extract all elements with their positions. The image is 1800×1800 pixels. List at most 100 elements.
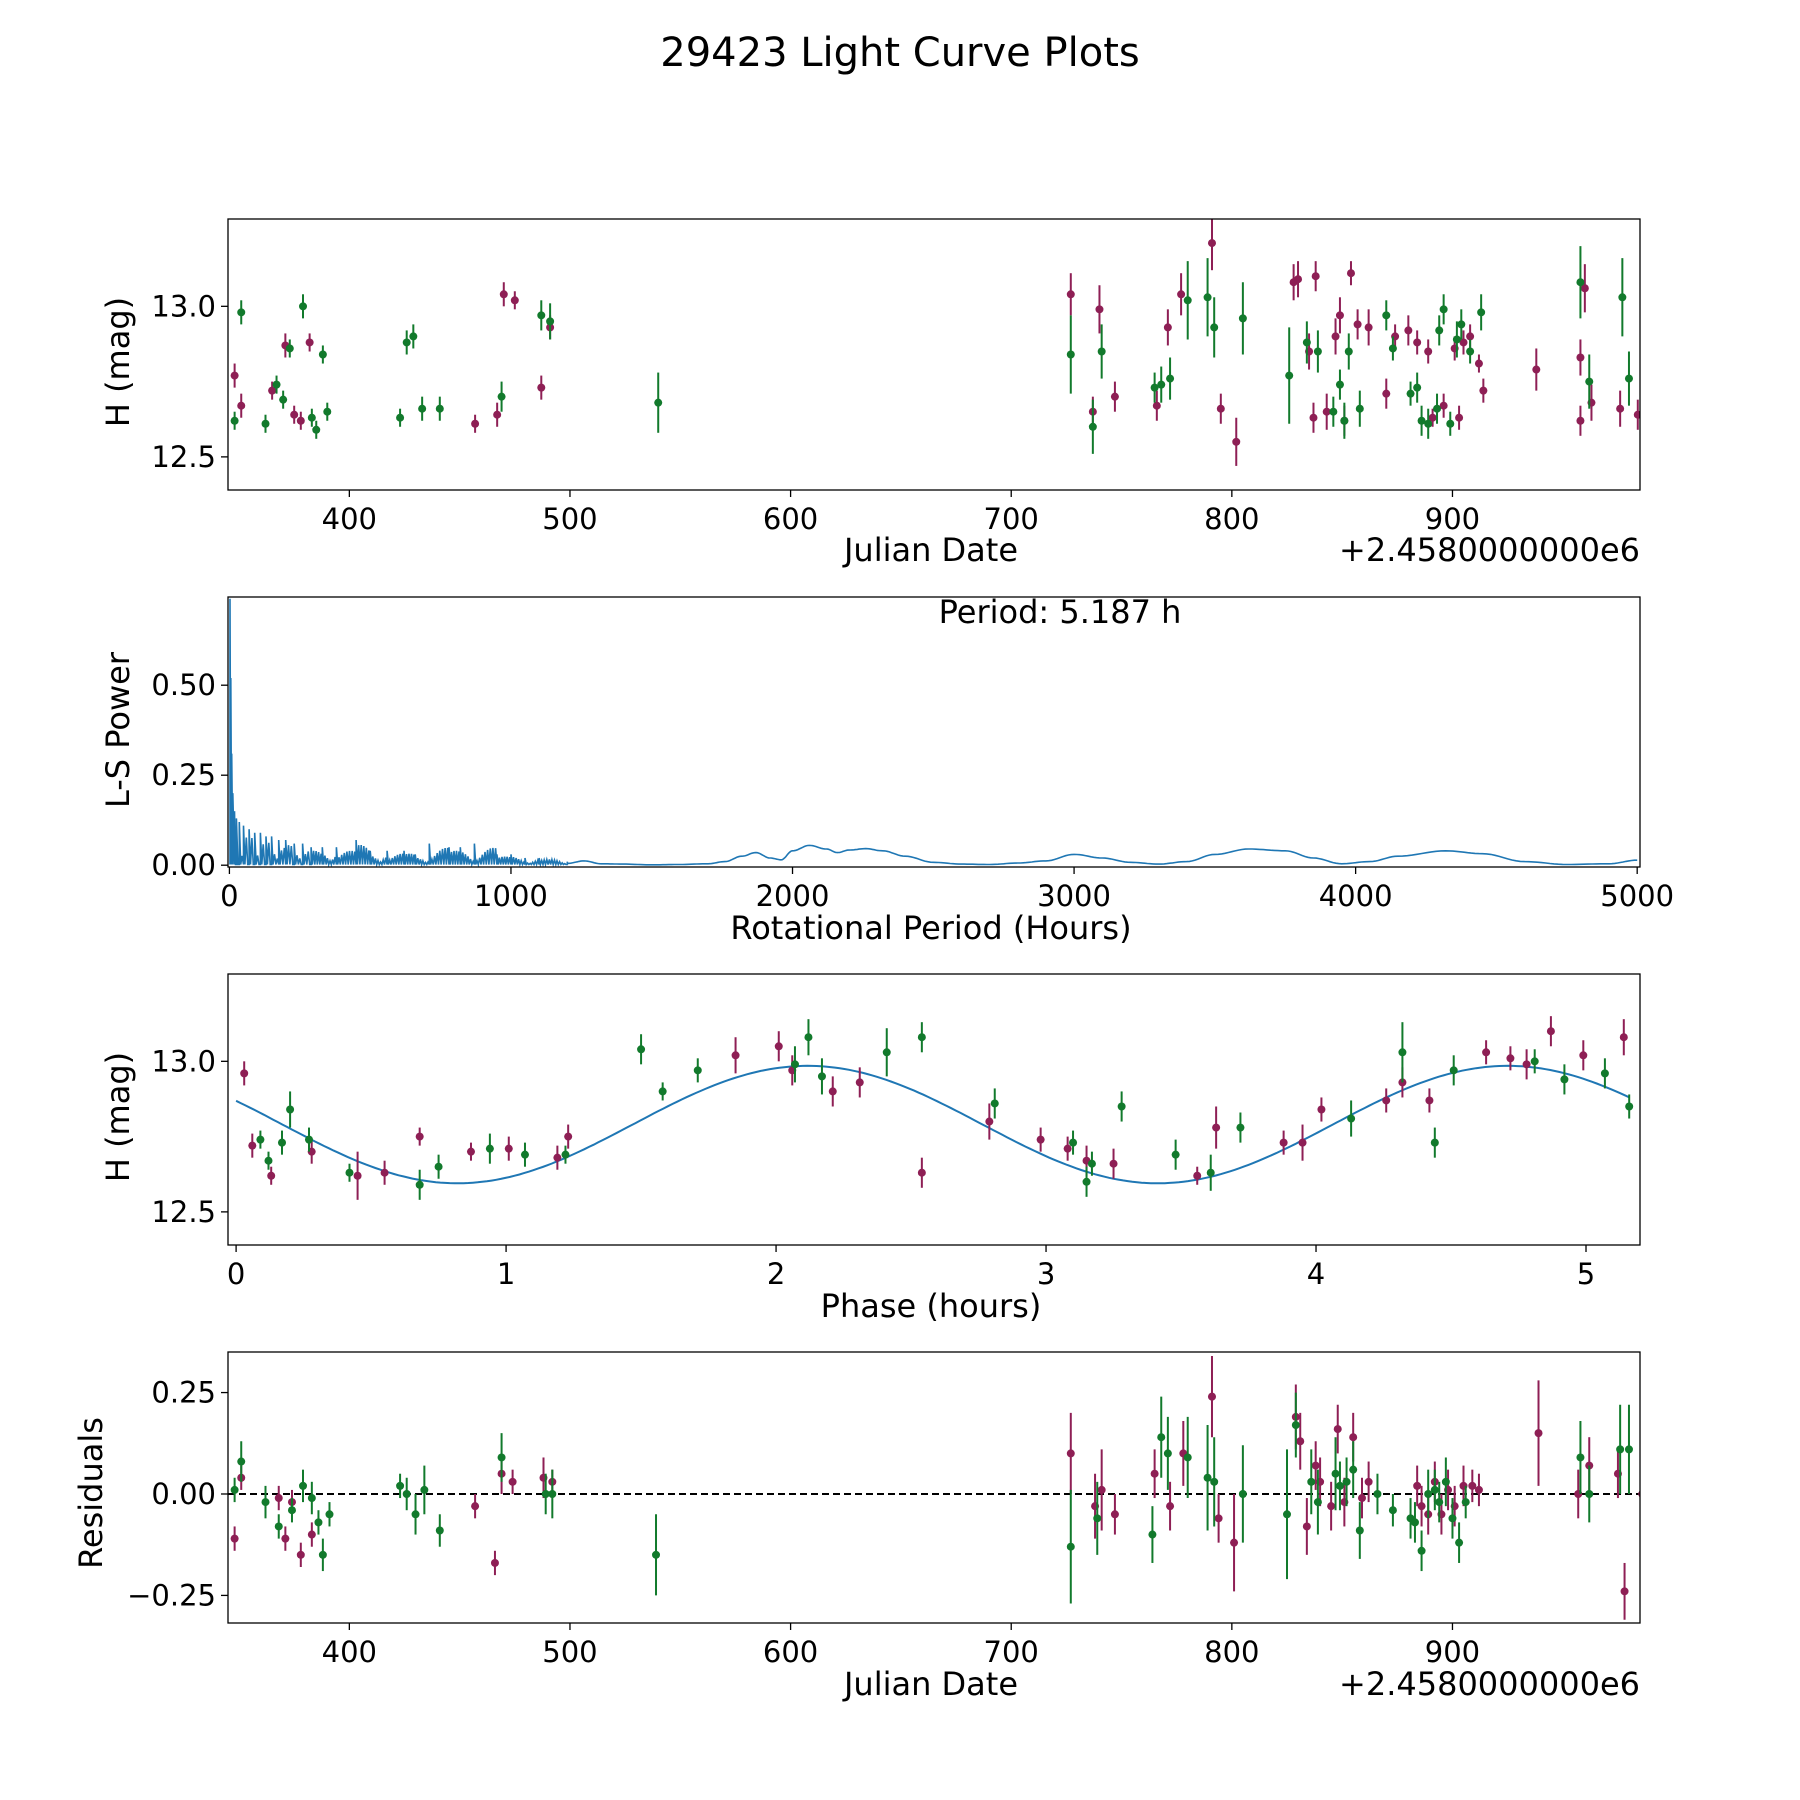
data-point [1534, 1429, 1543, 1438]
data-point [1424, 347, 1433, 356]
data-point [237, 1457, 246, 1466]
data-point [1302, 338, 1311, 347]
data-point [1410, 1518, 1419, 1527]
data-point [493, 410, 502, 419]
data-point [855, 1078, 864, 1087]
data-point [230, 1534, 239, 1543]
data-point [1417, 1546, 1426, 1555]
data-point [314, 1518, 323, 1527]
x-tick-label: 800 [1204, 1635, 1259, 1669]
data-point [637, 1045, 646, 1054]
data-point [237, 308, 246, 317]
data-point [1364, 1477, 1373, 1486]
data-point [396, 413, 405, 422]
data-point [1296, 1437, 1305, 1446]
x-tick-label: 4 [1307, 1257, 1325, 1291]
data-point [654, 398, 663, 407]
data-point [1446, 419, 1455, 428]
series-g [230, 246, 1633, 454]
data-point [1177, 290, 1186, 299]
data-point [1532, 365, 1541, 374]
data-point [1279, 1138, 1288, 1147]
data-point [693, 1066, 702, 1075]
data-point [1238, 314, 1247, 323]
data-point [1373, 1489, 1382, 1498]
data-point [268, 386, 277, 395]
data-point [1576, 416, 1585, 425]
data-point [1479, 386, 1488, 395]
data-point [1342, 1477, 1351, 1486]
data-point [546, 317, 555, 326]
data-point [1327, 1502, 1336, 1511]
data-point [1439, 305, 1448, 314]
data-point [264, 1156, 273, 1165]
data-point [353, 1171, 362, 1180]
data-point [541, 1489, 550, 1498]
data-point [396, 1481, 405, 1490]
data-point [1435, 326, 1444, 335]
data-point [1206, 1168, 1215, 1177]
data-point [1232, 437, 1241, 446]
data-point [1358, 1494, 1367, 1503]
data-point [1624, 1445, 1633, 1454]
x-tick-label: 900 [1425, 502, 1480, 536]
lightcurve-xlabel: Julian Date [842, 531, 1018, 569]
data-point [917, 1168, 926, 1177]
data-point [1069, 1138, 1078, 1147]
data-point [1344, 347, 1353, 356]
fit-curve [235, 1064, 1630, 1185]
data-point [1424, 1489, 1433, 1498]
data-point [1210, 1477, 1219, 1486]
data-point [1382, 311, 1391, 320]
data-point [471, 419, 480, 428]
data-point [1214, 1514, 1223, 1523]
data-point [990, 1099, 999, 1108]
data-point [1585, 1489, 1594, 1498]
data-point [1576, 278, 1585, 287]
data-point [1322, 407, 1331, 416]
data-point [1285, 371, 1294, 380]
data-point [1157, 1433, 1166, 1442]
y-tick-label: 13.0 [151, 289, 216, 323]
data-point [1461, 1498, 1470, 1507]
lightcurve-panel: 400 500 600 700 800 900 12.5 13.0 Julian Date H… [99, 218, 1641, 569]
series-r [240, 1016, 1628, 1200]
data-point [435, 1526, 444, 1535]
data-point [1459, 338, 1468, 347]
data-point [537, 311, 546, 320]
period-annotation: Period: 5.187 h [939, 593, 1182, 631]
data-point [1331, 1469, 1340, 1478]
data-point [1546, 1027, 1555, 1036]
data-point [499, 290, 508, 299]
data-point [1095, 305, 1104, 314]
data-point [1291, 1421, 1300, 1430]
x-tick-label: 500 [542, 1635, 597, 1669]
data-point [1298, 1138, 1307, 1147]
data-point [261, 1498, 270, 1507]
data-point [240, 1069, 249, 1078]
data-point [1294, 275, 1303, 284]
data-point [435, 404, 444, 413]
data-point [305, 338, 314, 347]
data-point [1088, 422, 1097, 431]
data-point [1413, 383, 1422, 392]
data-point [774, 1042, 783, 1051]
data-point [1430, 1485, 1439, 1494]
data-point [652, 1550, 661, 1559]
data-point [882, 1048, 891, 1057]
data-point [1283, 1510, 1291, 1519]
data-point [1335, 380, 1344, 389]
data-point [402, 338, 411, 347]
data-point [285, 344, 294, 353]
data-point [466, 1147, 475, 1156]
data-point [1430, 1138, 1439, 1147]
data-point [1066, 290, 1075, 299]
data-point [1311, 1461, 1320, 1470]
data-point [1417, 416, 1426, 425]
data-point [1425, 1096, 1434, 1105]
data-point [1349, 1433, 1358, 1442]
phased-axes-frame [227, 973, 1641, 1246]
data-point [1579, 1051, 1588, 1060]
phased-ylabel: H (mag) [99, 1052, 137, 1182]
